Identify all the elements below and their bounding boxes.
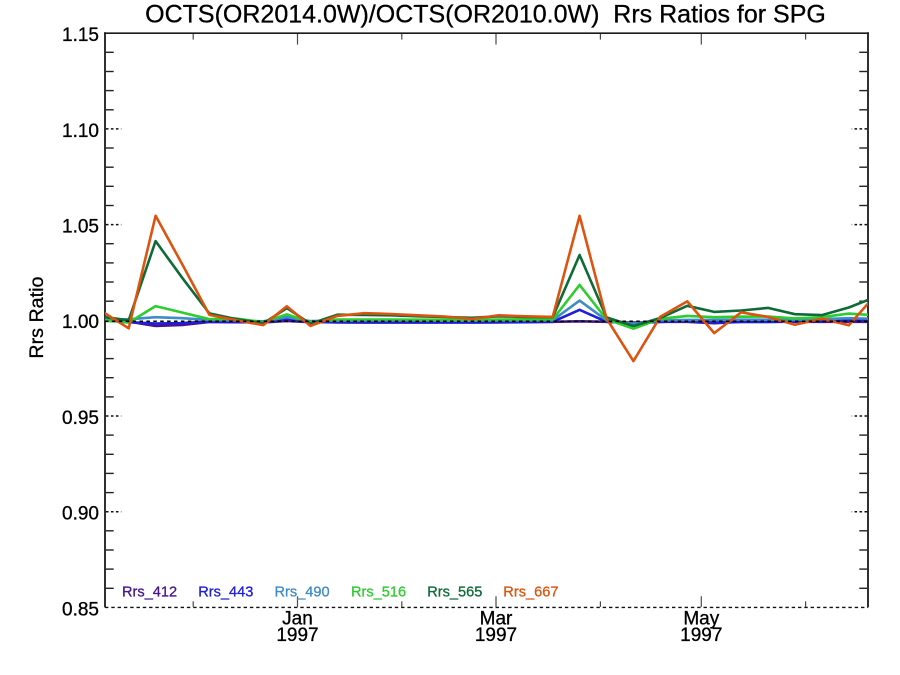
svg-text:1.10: 1.10 (62, 121, 99, 142)
svg-text:1997: 1997 (276, 625, 318, 646)
svg-text:Jan: Jan (282, 609, 313, 630)
svg-text:Rrs_443: Rrs_443 (198, 584, 253, 600)
svg-text:1.15: 1.15 (62, 25, 99, 46)
svg-text:Rrs Ratio: Rrs Ratio (26, 277, 48, 359)
svg-text:1997: 1997 (680, 625, 722, 646)
svg-text:Rrs_516: Rrs_516 (351, 584, 406, 600)
svg-text:OCTS(OR2014.0W)/OCTS(OR2010.0W: OCTS(OR2014.0W)/OCTS(OR2010.0W) Rrs Rati… (145, 1, 826, 29)
svg-text:Rrs_667: Rrs_667 (503, 584, 558, 600)
svg-text:Mar: Mar (480, 609, 513, 630)
svg-text:1.00: 1.00 (62, 312, 99, 333)
svg-text:0.90: 0.90 (62, 504, 99, 525)
svg-text:0.85: 0.85 (62, 599, 99, 620)
svg-text:1.05: 1.05 (62, 217, 99, 238)
svg-text:Rrs_565: Rrs_565 (427, 584, 482, 600)
svg-text:Rrs_490: Rrs_490 (275, 584, 330, 600)
svg-text:May: May (683, 609, 719, 630)
svg-text:0.95: 0.95 (62, 408, 99, 429)
svg-text:Rrs_412: Rrs_412 (122, 584, 177, 600)
svg-text:1997: 1997 (475, 625, 517, 646)
